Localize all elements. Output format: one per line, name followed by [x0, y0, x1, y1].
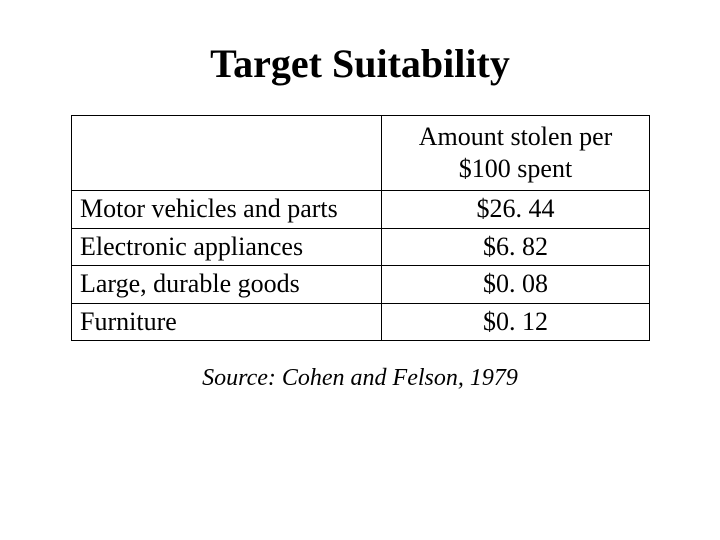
header-cell-category — [72, 116, 382, 191]
row-value: $26. 44 — [382, 191, 650, 229]
row-label: Motor vehicles and parts — [72, 191, 382, 229]
table-row: Motor vehicles and parts $26. 44 — [72, 191, 650, 229]
row-value: $0. 08 — [382, 266, 650, 304]
table-row: Electronic appliances $6. 82 — [72, 228, 650, 266]
row-value: $0. 12 — [382, 303, 650, 341]
source-citation: Source: Cohen and Felson, 1979 — [0, 365, 720, 392]
slide: Target Suitability Amount stolen per $10… — [0, 0, 720, 540]
row-value: $6. 82 — [382, 228, 650, 266]
slide-title: Target Suitability — [0, 0, 720, 115]
suitability-table: Amount stolen per $100 spent Motor vehic… — [71, 115, 650, 341]
row-label: Large, durable goods — [72, 266, 382, 304]
table-header-row: Amount stolen per $100 spent — [72, 116, 650, 191]
header-cell-amount: Amount stolen per $100 spent — [382, 116, 650, 191]
row-label: Electronic appliances — [72, 228, 382, 266]
row-label: Furniture — [72, 303, 382, 341]
table-row: Furniture $0. 12 — [72, 303, 650, 341]
table-row: Large, durable goods $0. 08 — [72, 266, 650, 304]
table-container: Amount stolen per $100 spent Motor vehic… — [71, 115, 649, 341]
